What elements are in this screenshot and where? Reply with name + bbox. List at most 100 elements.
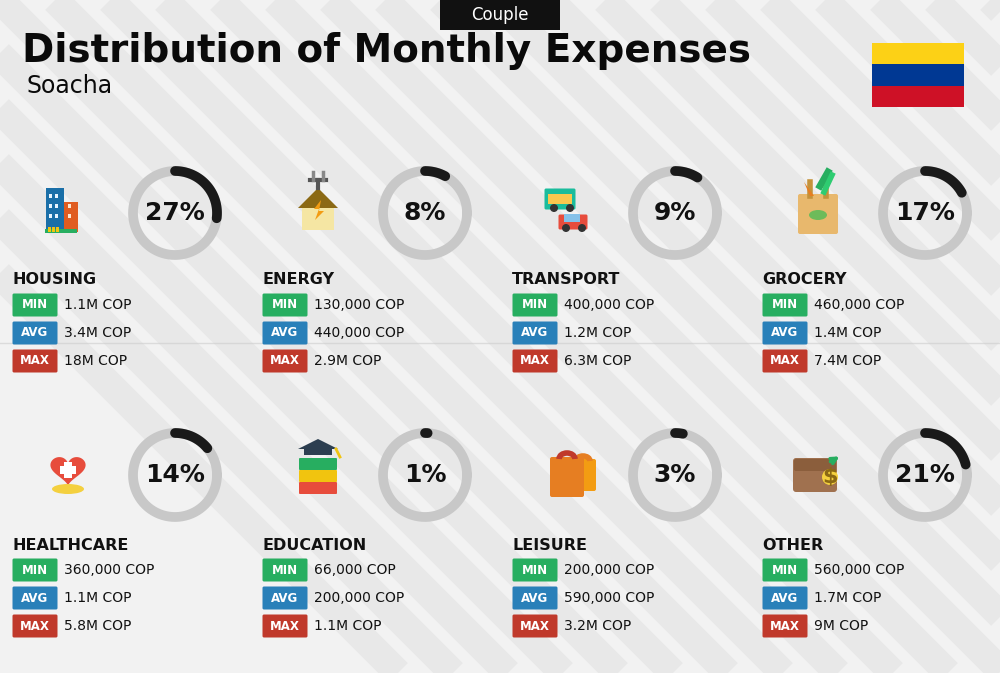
Text: AVG: AVG — [21, 592, 49, 604]
FancyBboxPatch shape — [763, 349, 808, 372]
Text: 1.7M COP: 1.7M COP — [814, 591, 881, 605]
FancyBboxPatch shape — [49, 194, 52, 198]
Text: MAX: MAX — [270, 355, 300, 367]
FancyBboxPatch shape — [872, 43, 964, 65]
Text: 1.2M COP: 1.2M COP — [564, 326, 631, 340]
Text: 1.1M COP: 1.1M COP — [64, 591, 132, 605]
FancyBboxPatch shape — [262, 586, 308, 610]
Text: AVG: AVG — [521, 326, 549, 339]
Circle shape — [562, 224, 570, 232]
Polygon shape — [298, 188, 338, 208]
Text: MAX: MAX — [770, 620, 800, 633]
FancyBboxPatch shape — [793, 458, 837, 492]
FancyBboxPatch shape — [12, 293, 58, 316]
Circle shape — [550, 204, 558, 212]
Polygon shape — [50, 457, 86, 486]
Text: 14%: 14% — [145, 463, 205, 487]
Text: 5.8M COP: 5.8M COP — [64, 619, 131, 633]
FancyBboxPatch shape — [512, 559, 558, 581]
Text: MIN: MIN — [22, 563, 48, 577]
FancyBboxPatch shape — [550, 457, 584, 497]
Text: 6.3M COP: 6.3M COP — [564, 354, 631, 368]
FancyBboxPatch shape — [68, 214, 71, 218]
FancyBboxPatch shape — [55, 194, 58, 198]
Polygon shape — [804, 182, 814, 196]
FancyBboxPatch shape — [763, 559, 808, 581]
FancyBboxPatch shape — [52, 227, 54, 232]
Circle shape — [822, 469, 838, 485]
FancyBboxPatch shape — [302, 208, 334, 230]
Text: AVG: AVG — [271, 326, 299, 339]
FancyBboxPatch shape — [262, 293, 308, 316]
Text: 18M COP: 18M COP — [64, 354, 127, 368]
FancyBboxPatch shape — [798, 194, 838, 234]
FancyBboxPatch shape — [763, 586, 808, 610]
Text: 8%: 8% — [404, 201, 446, 225]
FancyBboxPatch shape — [512, 349, 558, 372]
Text: MAX: MAX — [520, 355, 550, 367]
Text: 3.2M COP: 3.2M COP — [564, 619, 631, 633]
FancyBboxPatch shape — [570, 459, 596, 491]
FancyBboxPatch shape — [299, 482, 337, 494]
Text: MAX: MAX — [270, 620, 300, 633]
FancyBboxPatch shape — [872, 65, 964, 85]
FancyBboxPatch shape — [46, 188, 64, 232]
Polygon shape — [298, 439, 338, 449]
Text: 460,000 COP: 460,000 COP — [814, 298, 904, 312]
FancyBboxPatch shape — [56, 227, 58, 232]
Text: 360,000 COP: 360,000 COP — [64, 563, 154, 577]
Text: MAX: MAX — [20, 355, 50, 367]
FancyBboxPatch shape — [299, 458, 337, 470]
FancyBboxPatch shape — [262, 614, 308, 637]
Ellipse shape — [809, 210, 827, 220]
FancyBboxPatch shape — [68, 204, 71, 208]
Text: 17%: 17% — [895, 201, 955, 225]
Text: HEALTHCARE: HEALTHCARE — [12, 538, 128, 553]
FancyBboxPatch shape — [60, 466, 76, 474]
Circle shape — [566, 204, 574, 212]
Text: MIN: MIN — [522, 563, 548, 577]
FancyBboxPatch shape — [262, 349, 308, 372]
Text: 9M COP: 9M COP — [814, 619, 868, 633]
Text: AVG: AVG — [771, 592, 799, 604]
FancyBboxPatch shape — [64, 462, 72, 478]
Text: Distribution of Monthly Expenses: Distribution of Monthly Expenses — [22, 32, 751, 70]
Text: 9%: 9% — [654, 201, 696, 225]
FancyBboxPatch shape — [12, 614, 58, 637]
Text: 130,000 COP: 130,000 COP — [314, 298, 404, 312]
Text: MAX: MAX — [770, 355, 800, 367]
Text: AVG: AVG — [521, 592, 549, 604]
Text: 1.1M COP: 1.1M COP — [64, 298, 132, 312]
Text: 7.4M COP: 7.4M COP — [814, 354, 881, 368]
Text: LEISURE: LEISURE — [512, 538, 587, 553]
FancyBboxPatch shape — [49, 214, 52, 218]
FancyBboxPatch shape — [512, 614, 558, 637]
FancyBboxPatch shape — [12, 586, 58, 610]
FancyBboxPatch shape — [512, 322, 558, 345]
FancyBboxPatch shape — [262, 322, 308, 345]
Text: EDUCATION: EDUCATION — [262, 538, 366, 553]
Text: 3%: 3% — [654, 463, 696, 487]
Text: 400,000 COP: 400,000 COP — [564, 298, 654, 312]
Text: Couple: Couple — [471, 6, 529, 24]
Text: 440,000 COP: 440,000 COP — [314, 326, 404, 340]
Text: AVG: AVG — [271, 592, 299, 604]
FancyBboxPatch shape — [48, 227, 50, 232]
Text: MIN: MIN — [272, 299, 298, 312]
FancyBboxPatch shape — [262, 559, 308, 581]
Text: Soacha: Soacha — [26, 74, 112, 98]
Text: MAX: MAX — [520, 620, 550, 633]
Text: AVG: AVG — [771, 326, 799, 339]
FancyBboxPatch shape — [512, 586, 558, 610]
Text: MIN: MIN — [522, 299, 548, 312]
FancyBboxPatch shape — [794, 459, 836, 471]
Text: HOUSING: HOUSING — [12, 273, 96, 287]
FancyBboxPatch shape — [12, 322, 58, 345]
Text: 200,000 COP: 200,000 COP — [314, 591, 404, 605]
FancyBboxPatch shape — [763, 614, 808, 637]
FancyBboxPatch shape — [763, 322, 808, 345]
FancyBboxPatch shape — [12, 559, 58, 581]
Text: MIN: MIN — [22, 299, 48, 312]
Text: MIN: MIN — [772, 299, 798, 312]
Text: MIN: MIN — [772, 563, 798, 577]
